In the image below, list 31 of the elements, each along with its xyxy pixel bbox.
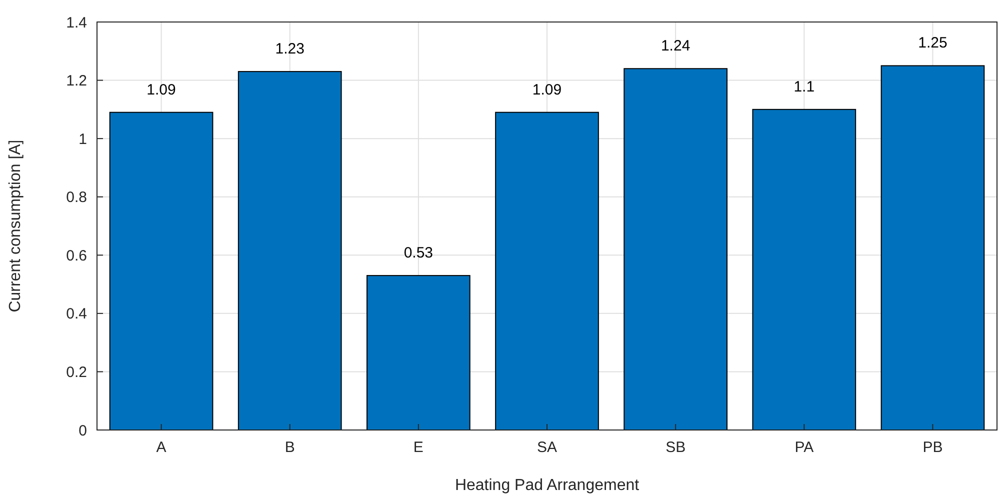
x-tick-label: E [413,439,424,456]
data-label: 0.53 [404,244,434,262]
bar [238,71,342,430]
x-tick-label: B [284,439,295,456]
y-tick-label: 1 [78,130,87,148]
bar [495,112,599,430]
bar [109,112,214,430]
x-tick-label: A [156,439,166,456]
y-tick-label: 0 [78,422,87,440]
x-tick-label: PA [794,439,814,456]
y-axis-title: Current consumption [A] [7,140,24,312]
y-tick-label: 0.4 [66,306,87,323]
data-label: 1.23 [275,40,304,58]
data-label: 1.09 [146,81,176,98]
x-tick-label: SB [666,439,686,456]
x-tick-label: SA [536,439,558,456]
y-tick-label: 0.8 [66,189,87,206]
x-axis-title: Heating Pad Arrangement [454,477,640,494]
y-tick-label: 1.4 [66,14,87,32]
data-label: 1.1 [794,78,815,96]
y-tick-label: 0.2 [66,364,87,381]
bar [624,68,728,430]
y-tick-label: 0.6 [66,247,87,264]
data-label: 1.24 [660,38,690,55]
data-label: 1.09 [532,81,562,98]
bar [752,108,856,430]
bar [880,65,985,430]
x-tick-label: PB [922,439,943,456]
bar [366,275,470,430]
data-label: 1.25 [918,34,948,52]
y-tick-label: 1.2 [66,72,87,90]
